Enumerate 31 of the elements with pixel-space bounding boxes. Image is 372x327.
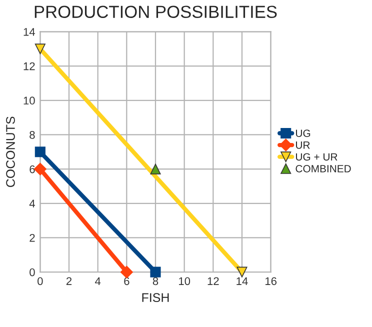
x-tick-label: 2 <box>66 277 72 285</box>
x-tick-label: 8 <box>152 277 158 286</box>
x-axis-title: FISH <box>142 293 169 302</box>
legend-label: UG + UR <box>296 153 338 161</box>
legend-label: UR <box>296 142 310 149</box>
y-tick-label: 10 <box>24 96 35 105</box>
x-tick-label: 12 <box>208 277 219 285</box>
x-tick-label: 0 <box>38 277 43 286</box>
point <box>150 266 161 278</box>
x-tick-label: 10 <box>178 277 190 286</box>
point <box>120 266 133 278</box>
point <box>236 266 248 278</box>
y-tick-label: 12 <box>24 62 35 70</box>
y-tick-label: 2 <box>30 234 35 242</box>
point <box>34 146 46 158</box>
point <box>150 164 161 174</box>
legend-label: COMBINED <box>296 165 351 172</box>
legend-label: UG <box>296 130 310 137</box>
y-tick-label: 0 <box>30 268 35 276</box>
x-tick-label: 4 <box>95 277 101 285</box>
chart-title: PRODUCTION POSSIBILITIES <box>34 6 277 18</box>
y-tick-label: 6 <box>30 165 35 174</box>
point <box>34 44 46 54</box>
x-tick-label: 14 <box>236 277 248 285</box>
point <box>34 162 46 176</box>
y-tick-label: 8 <box>30 130 35 139</box>
x-tick-label: 6 <box>124 277 130 286</box>
y-tick-label: 4 <box>29 200 35 208</box>
y-axis-title: COCONUTS <box>6 116 15 188</box>
x-tick-label: 16 <box>265 277 277 286</box>
y-tick-label: 14 <box>24 28 35 36</box>
